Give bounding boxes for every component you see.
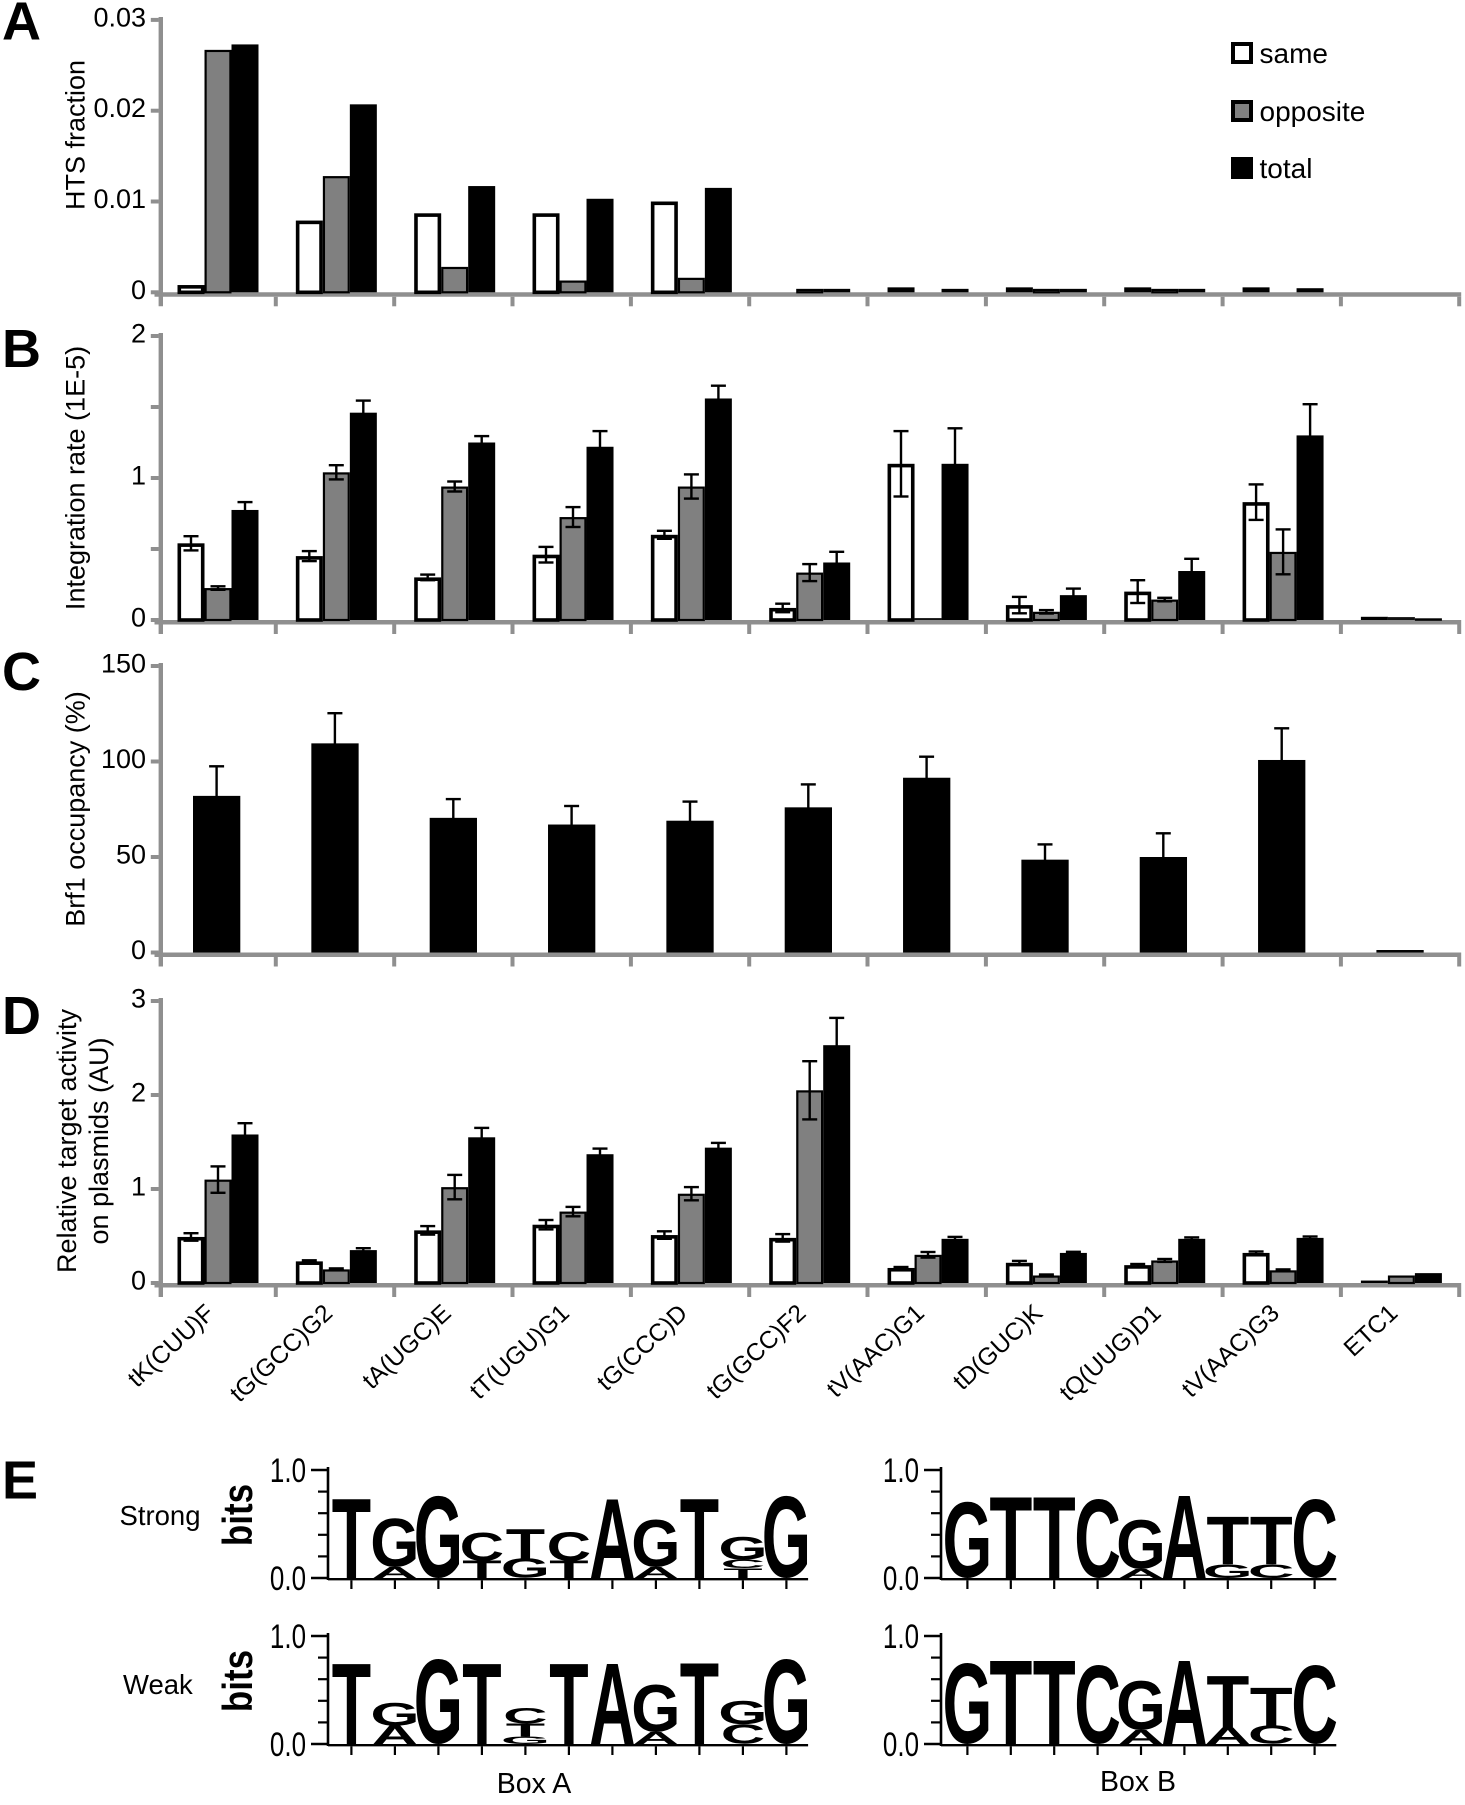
svg-text:0.01: 0.01 [93, 184, 146, 214]
svg-text:0: 0 [131, 1266, 146, 1296]
svg-text:Integration rate (1E-5): Integration rate (1E-5) [61, 346, 91, 610]
svg-text:T: T [506, 1521, 545, 1568]
svg-text:2: 2 [131, 1078, 146, 1108]
svg-text:HTS fraction: HTS fraction [61, 60, 91, 210]
svg-text:on plasmids (AU): on plasmids (AU) [84, 1037, 114, 1244]
svg-text:0.03: 0.03 [93, 2, 146, 32]
svg-text:0: 0 [131, 275, 146, 305]
svg-text:Box B: Box B [1100, 1766, 1176, 1798]
svg-text:1: 1 [131, 461, 146, 491]
svg-text:T: T [1206, 1502, 1249, 1579]
svg-text:A: A [1118, 1726, 1164, 1749]
svg-text:T: T [1206, 1661, 1249, 1745]
svg-text:150: 150 [101, 649, 146, 679]
svg-text:1.0: 1.0 [270, 1451, 306, 1489]
svg-text:bits: bits [215, 1650, 262, 1712]
svg-text:A: A [633, 1728, 679, 1747]
svg-text:0.0: 0.0 [883, 1725, 919, 1763]
svg-text:A: A [2, 0, 41, 52]
svg-text:C: C [2, 642, 41, 702]
svg-text:opposite: opposite [1260, 96, 1366, 127]
svg-text:1.0: 1.0 [883, 1451, 919, 1489]
svg-text:G: G [370, 1504, 419, 1581]
svg-text:0: 0 [131, 935, 146, 965]
svg-text:T: T [723, 1565, 762, 1581]
svg-text:T: T [1250, 1677, 1293, 1738]
svg-text:0.0: 0.0 [270, 1725, 306, 1763]
svg-text:bits: bits [215, 1484, 262, 1546]
svg-text:C: C [1248, 1560, 1295, 1582]
svg-text:C: C [547, 1524, 591, 1570]
svg-text:G: G [1203, 1560, 1253, 1582]
svg-text:C: C [460, 1524, 504, 1568]
svg-text:Strong: Strong [120, 1500, 201, 1531]
svg-text:100: 100 [101, 744, 146, 774]
svg-text:B: B [2, 319, 41, 379]
svg-text:Brf1 occupancy (%): Brf1 occupancy (%) [61, 691, 91, 927]
svg-text:T: T [506, 1720, 545, 1741]
svg-text:50: 50 [116, 840, 146, 870]
svg-text:2: 2 [131, 319, 146, 349]
svg-text:G: G [718, 1694, 767, 1732]
svg-text:0.0: 0.0 [270, 1559, 306, 1597]
svg-text:1: 1 [131, 1172, 146, 1202]
svg-text:A: A [372, 1564, 418, 1582]
svg-text:0.02: 0.02 [93, 93, 146, 123]
svg-text:C: C [503, 1703, 547, 1728]
svg-text:0: 0 [131, 603, 146, 633]
svg-text:Box A: Box A [497, 1768, 571, 1800]
svg-text:A: A [633, 1564, 679, 1582]
svg-text:G: G [1116, 1667, 1166, 1745]
svg-text:G: G [631, 1671, 680, 1746]
svg-text:A: A [1118, 1566, 1164, 1580]
svg-text:total: total [1260, 153, 1313, 184]
svg-text:same: same [1260, 38, 1328, 69]
svg-text:3: 3 [131, 984, 146, 1014]
svg-text:G: G [1116, 1506, 1166, 1584]
svg-text:Relative target activity: Relative target activity [52, 1008, 82, 1273]
svg-text:D: D [2, 986, 41, 1046]
svg-text:G: G [501, 1734, 550, 1746]
svg-text:G: G [631, 1506, 680, 1581]
svg-text:0.0: 0.0 [883, 1559, 919, 1597]
svg-text:G: G [718, 1531, 767, 1567]
svg-text:1.0: 1.0 [270, 1617, 306, 1655]
svg-text:T: T [1250, 1502, 1293, 1579]
svg-text:G: G [370, 1697, 419, 1733]
svg-text:Weak: Weak [123, 1669, 193, 1700]
svg-text:E: E [2, 1451, 38, 1511]
svg-text:C: C [721, 1557, 765, 1570]
svg-text:1.0: 1.0 [883, 1617, 919, 1655]
